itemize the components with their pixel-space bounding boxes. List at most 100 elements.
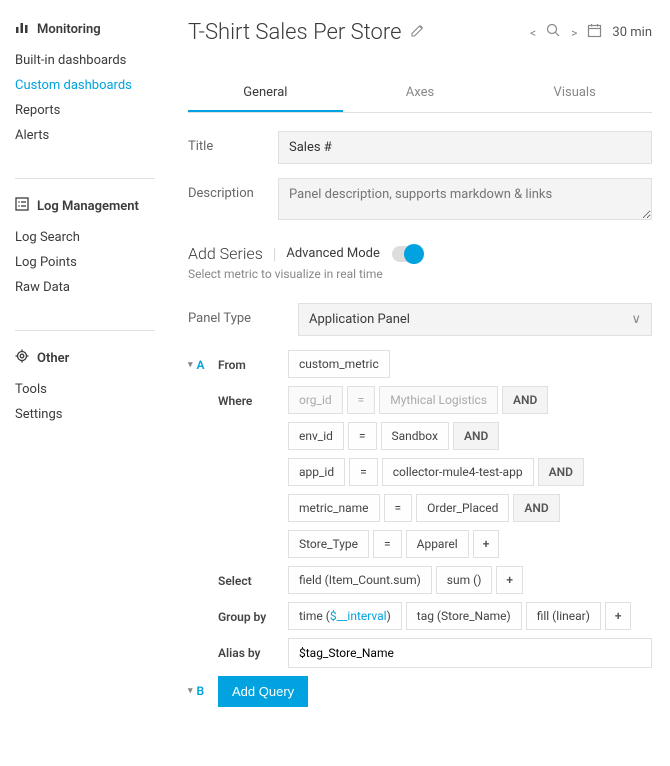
groupby-tag-chip[interactable]: tag (Store_Name) [406,602,522,630]
add-series-heading: Add Series | Advanced Mode [188,244,652,263]
sidebar-item-raw-data[interactable]: Raw Data [15,275,170,300]
description-label: Description [188,178,278,201]
edit-title-icon[interactable] [411,24,424,41]
where-field-chip[interactable]: Store_Type [288,530,369,558]
where-and-chip[interactable]: AND [513,494,559,522]
sidebar-item-log-points[interactable]: Log Points [15,250,170,275]
add-series-title: Add Series [188,244,263,263]
groupby-add-chip[interactable]: + [605,602,632,630]
zoom-out-icon[interactable]: < [530,26,536,40]
panel-type-select[interactable]: Application Panel ∨ [298,303,652,336]
sidebar-heading-label: Log Management [37,199,139,214]
chevron-down-icon: ∨ [631,312,641,327]
sidebar-heading-other: Other [15,349,170,367]
gear-icon [15,349,29,367]
where-op-chip[interactable]: = [349,458,378,486]
time-range-label[interactable]: 30 min [612,25,652,40]
where-field-chip[interactable]: org_id [288,386,343,414]
add-query-button[interactable]: Add Query [218,676,308,707]
page-title: T-Shirt Sales Per Store [188,20,424,45]
tabs: General Axes Visuals [188,75,652,113]
alias-row: Alias by [188,638,652,668]
sidebar-divider [15,330,155,331]
select-label: Select [218,566,288,588]
where-add-chip[interactable]: + [473,530,500,558]
select-add-chip[interactable]: + [496,566,523,594]
zoom-icon[interactable] [546,23,561,42]
where-value-chip[interactable]: Order_Placed [416,494,509,522]
sidebar-heading-label: Monitoring [37,22,101,37]
sidebar-item-alerts[interactable]: Alerts [15,123,170,148]
tab-visuals[interactable]: Visuals [497,75,652,112]
sidebar-section-other: Other Tools Settings [15,349,170,427]
where-and-chip[interactable]: AND [538,458,584,486]
groupby-row: Group by time ($__interval) tag (Store_N… [188,602,652,630]
monitoring-icon [15,20,29,38]
query-letter-a[interactable]: ▾ A [188,350,218,372]
where-op-chip[interactable]: = [384,494,413,522]
groupby-fill-chip[interactable]: fill (linear) [526,602,601,630]
collapse-icon: ▾ [188,360,193,370]
sidebar-item-settings[interactable]: Settings [15,402,170,427]
where-field-chip[interactable]: env_id [288,422,344,450]
title-input[interactable] [278,131,652,164]
where-value-chip[interactable]: Sandbox [381,422,449,450]
sidebar-heading-log: Log Management [15,197,170,215]
sidebar-item-tools[interactable]: Tools [15,377,170,402]
panel-type-row: Panel Type Application Panel ∨ [188,303,652,336]
add-query-row: ▾ B Add Query [188,676,652,707]
sidebar-item-log-search[interactable]: Log Search [15,225,170,250]
sidebar: Monitoring Built-in dashboards Custom da… [0,0,170,766]
where-op-chip[interactable]: = [348,422,377,450]
alias-input[interactable] [288,638,652,668]
query-letter-b[interactable]: ▾ B [188,676,218,698]
panel-type-value: Application Panel [309,312,410,327]
description-input[interactable] [278,178,652,220]
sidebar-item-reports[interactable]: Reports [15,98,170,123]
title-row: Title [188,131,652,164]
main-panel: T-Shirt Sales Per Store < > 30 min Gener… [170,0,670,766]
add-series-subtitle: Select metric to visualize in real time [188,267,652,281]
select-field-chip[interactable]: field (Item_Count.sum) [288,566,432,594]
where-op-chip[interactable]: = [347,386,376,414]
advanced-mode-label: Advanced Mode [286,246,380,261]
where-value-chip[interactable]: Mythical Logistics [379,386,498,414]
select-agg-chip[interactable]: sum () [436,566,493,594]
log-icon [15,197,29,215]
sidebar-item-custom-dashboards[interactable]: Custom dashboards [15,73,170,98]
groupby-label: Group by [218,602,288,624]
from-label: From [218,350,288,372]
header: T-Shirt Sales Per Store < > 30 min [188,20,652,45]
calendar-icon[interactable] [587,23,602,42]
where-row-4: Store_Type = Apparel + [188,530,652,558]
tab-general[interactable]: General [188,75,343,112]
header-controls: < > 30 min [530,23,652,42]
sidebar-item-built-in-dashboards[interactable]: Built-in dashboards [15,48,170,73]
collapse-icon: ▾ [188,686,193,696]
sidebar-heading-label: Other [37,351,69,366]
zoom-in-icon[interactable]: > [571,26,577,40]
page-title-text: T-Shirt Sales Per Store [188,20,401,45]
query-letter-label: A [197,358,205,372]
advanced-mode-toggle[interactable] [392,246,420,262]
sidebar-section-monitoring: Monitoring Built-in dashboards Custom da… [15,20,170,148]
query-letter-label: B [197,684,205,698]
alias-label: Alias by [218,638,288,660]
sidebar-heading-monitoring: Monitoring [15,20,170,38]
where-value-chip[interactable]: collector-mule4-test-app [382,458,534,486]
from-chip[interactable]: custom_metric [288,350,390,378]
title-label: Title [188,131,278,154]
tab-axes[interactable]: Axes [343,75,498,112]
description-row: Description [188,178,652,220]
where-and-chip[interactable]: AND [453,422,499,450]
where-row-1: env_id = Sandbox AND [188,422,652,450]
panel-type-label: Panel Type [188,303,298,326]
where-row-3: metric_name = Order_Placed AND [188,494,652,522]
where-field-chip[interactable]: metric_name [288,494,380,522]
where-and-chip[interactable]: AND [502,386,548,414]
where-value-chip[interactable]: Apparel [406,530,469,558]
groupby-time-chip[interactable]: time ($__interval) [288,602,402,630]
where-op-chip[interactable]: = [373,530,402,558]
where-label: Where [218,386,288,408]
where-field-chip[interactable]: app_id [288,458,345,486]
